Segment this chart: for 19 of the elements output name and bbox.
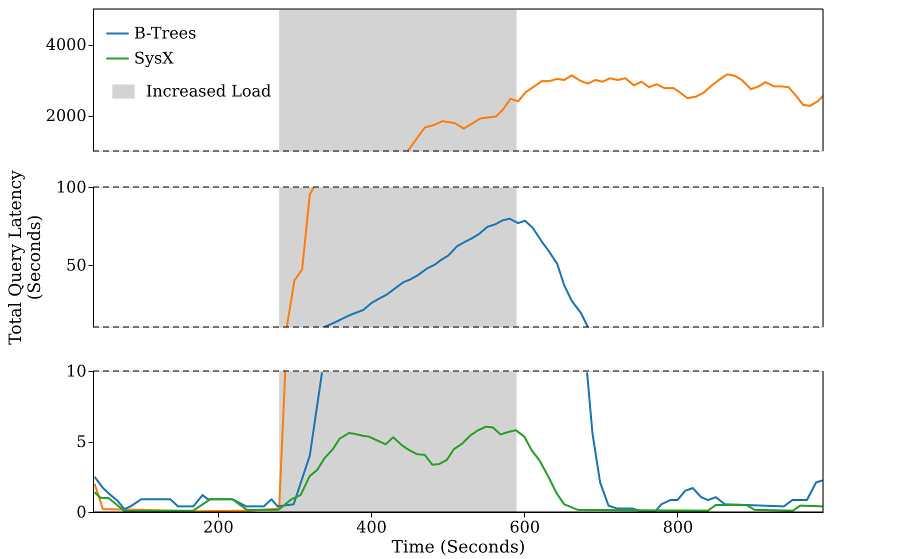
y-tick-label: 50 <box>66 255 86 274</box>
x-tick-label: 200 <box>203 518 234 536</box>
band-label: Increased Load <box>146 82 272 100</box>
y-tick-label: 0 <box>76 502 86 522</box>
legend-label: B-Trees <box>134 24 196 42</box>
legend-label: SysX <box>134 48 174 68</box>
y-tick-label: 10 <box>66 362 86 380</box>
y-tick-label: 100 <box>56 178 86 196</box>
x-tick-label: 400 <box>356 518 387 536</box>
line-series <box>406 73 823 151</box>
x-tick-label: 600 <box>509 518 540 536</box>
y-tick-label: 5 <box>76 432 86 451</box>
x-tick-label: 800 <box>662 518 694 536</box>
y-axis-title: Total Query Latency (Seconds) <box>6 170 45 345</box>
line-series <box>323 218 589 327</box>
x-axis-title: Time (Seconds) <box>392 538 526 558</box>
y-tick-label: 2000 <box>46 106 86 125</box>
line-series <box>286 187 315 327</box>
y-tick-label: 4000 <box>46 35 86 54</box>
